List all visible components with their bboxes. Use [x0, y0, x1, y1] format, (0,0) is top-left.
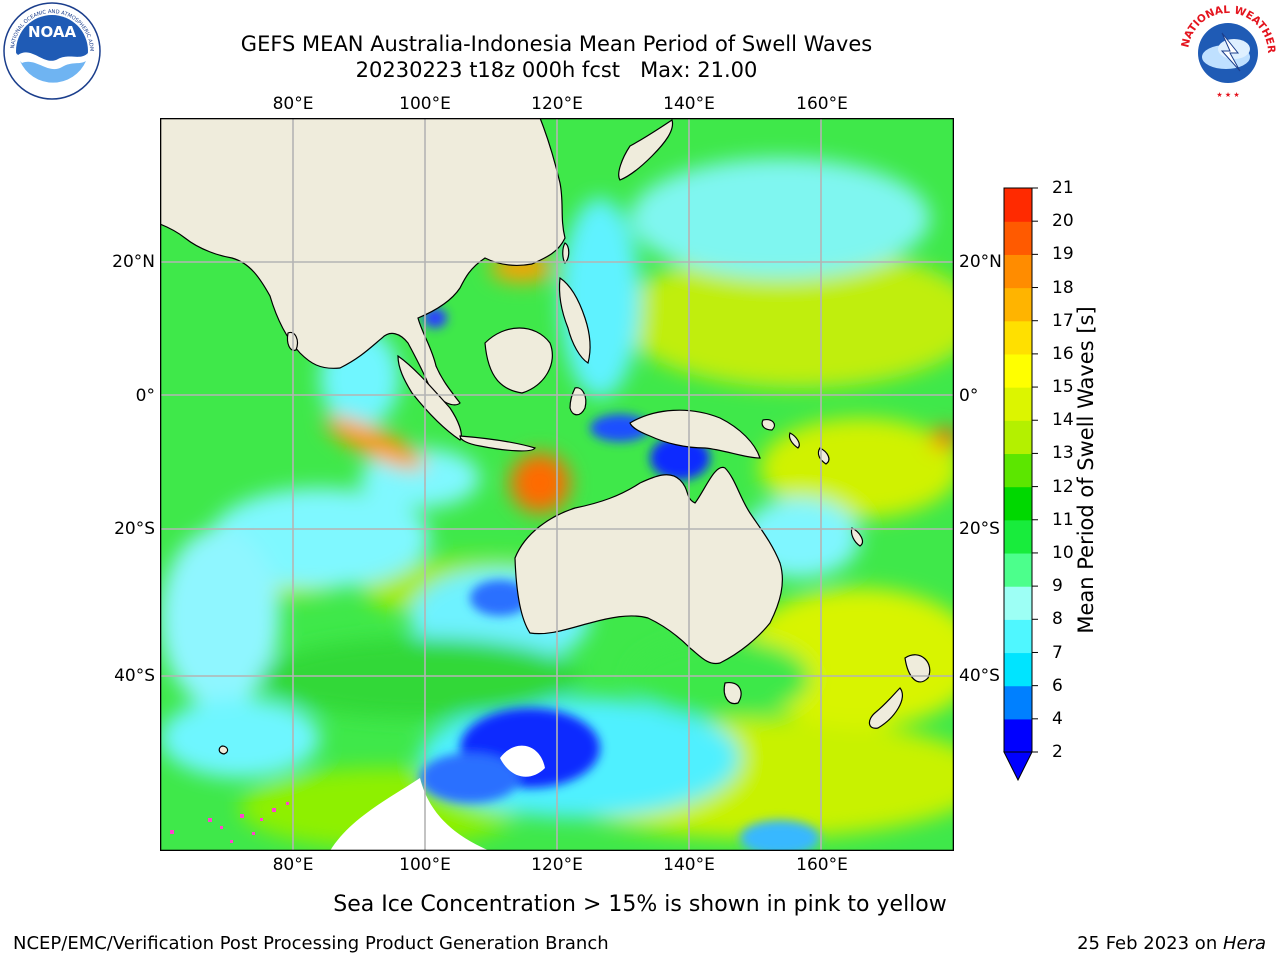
colorbar-tick-label: 19: [1052, 244, 1074, 265]
colorbar-tick-label: 17: [1052, 310, 1074, 331]
map-title: GEFS MEAN Australia-Indonesia Mean Perio…: [240, 32, 873, 56]
nws-logo: NATIONAL WEATHER SERVICE ★ ★ ★: [1174, 0, 1278, 101]
colorbar-segment: [1004, 287, 1032, 322]
noaa-logo-text: NOAA: [28, 23, 77, 41]
lat-label-right: 40°S: [959, 666, 1000, 686]
colorbar-segment: [1004, 353, 1032, 388]
lat-label-right: 0°: [959, 386, 979, 406]
colorbar-tick-label: 10: [1052, 542, 1074, 563]
lon-label-bottom: 100°E: [399, 855, 451, 875]
colorbar-tick-label: 4: [1052, 708, 1063, 729]
lat-label-left: 0°: [135, 386, 155, 406]
noaa-logo: NOAA NATIONAL OCEANIC AND ATMOSPHERIC AD…: [0, 0, 102, 101]
date-text: 25 Feb 2023 on: [1077, 933, 1223, 954]
lat-label-right: 20°N: [959, 252, 1002, 272]
colorbar-tick-label: 20: [1052, 211, 1074, 232]
lon-label-top: 160°E: [796, 94, 848, 114]
sea-ice-spots: [170, 802, 289, 843]
colorbar-segment: [1004, 552, 1032, 587]
colorbar-tick-label: 14: [1052, 410, 1074, 431]
colorbar-segment: [1004, 486, 1032, 521]
lon-label-bottom: 160°E: [796, 855, 848, 875]
sea-ice-note: Sea Ice Concentration > 15% is shown in …: [333, 892, 947, 917]
colorbar-tick-label: 18: [1052, 277, 1074, 298]
colorbar-segment: [1004, 320, 1032, 355]
swell-period-map: [160, 118, 954, 851]
colorbar-extend-triangle: [1003, 751, 1033, 782]
credit-line: NCEP/EMC/Verification Post Processing Pr…: [13, 933, 609, 954]
colorbar-segment: [1004, 652, 1032, 687]
colorbar-segment: [1004, 453, 1032, 488]
lat-label-left: 20°N: [112, 252, 155, 272]
lon-label-top: 80°E: [272, 94, 314, 114]
colorbar-segment: [1004, 420, 1032, 455]
colorbar-segment: [1004, 619, 1032, 654]
lat-label-left: 20°S: [114, 519, 155, 539]
lon-label-top: 100°E: [399, 94, 451, 114]
map-subtitle: 20230223 t18z 000h fcst Max: 21.00: [355, 58, 758, 82]
colorbar-frame: [1003, 187, 1033, 753]
colorbar-tick-label: 6: [1052, 675, 1063, 696]
date-line: 25 Feb 2023 on Hera: [1077, 933, 1266, 955]
host-name: Hera: [1222, 933, 1266, 954]
lon-label-top: 120°E: [531, 94, 583, 114]
lon-label-top: 140°E: [663, 94, 715, 114]
colorbar: [1000, 186, 1060, 786]
colorbar-segment: [1004, 718, 1032, 753]
map-gridlines: [160, 118, 954, 851]
colorbar-segment: [1004, 387, 1032, 421]
map-frame: [160, 118, 954, 851]
lon-label-bottom: 80°E: [272, 855, 314, 875]
lat-label-left: 40°S: [114, 666, 155, 686]
svg-text:★ ★ ★: ★ ★ ★: [1216, 91, 1239, 99]
colorbar-segment: [1004, 221, 1032, 255]
colorbar-segment: [1004, 519, 1032, 554]
colorbar-tick-label: 2: [1052, 742, 1063, 762]
lon-label-bottom: 140°E: [663, 855, 715, 875]
colorbar-tick-label: 12: [1052, 476, 1074, 497]
colorbar-title: Mean Period of Swell Waves [s]: [1074, 306, 1098, 634]
no-data-area: [330, 778, 490, 851]
colorbar-tick-label: 21: [1052, 178, 1074, 198]
lat-label-right: 20°S: [959, 519, 1000, 539]
colorbar-tick-label: 11: [1052, 509, 1074, 530]
colorbar-tick-label: 8: [1052, 609, 1063, 630]
colorbar-tick-label: 16: [1052, 343, 1074, 364]
colorbar-segment: [1004, 586, 1032, 620]
colorbar-segment: [1004, 188, 1032, 222]
colorbar-tick-label: 13: [1052, 443, 1074, 464]
colorbar-segment: [1004, 685, 1032, 720]
colorbar-tick-label: 9: [1052, 576, 1063, 597]
colorbar-tick-label: 7: [1052, 642, 1063, 663]
colorbar-tick-label: 15: [1052, 377, 1074, 398]
colorbar-segment: [1004, 254, 1032, 289]
lon-label-bottom: 120°E: [531, 855, 583, 875]
